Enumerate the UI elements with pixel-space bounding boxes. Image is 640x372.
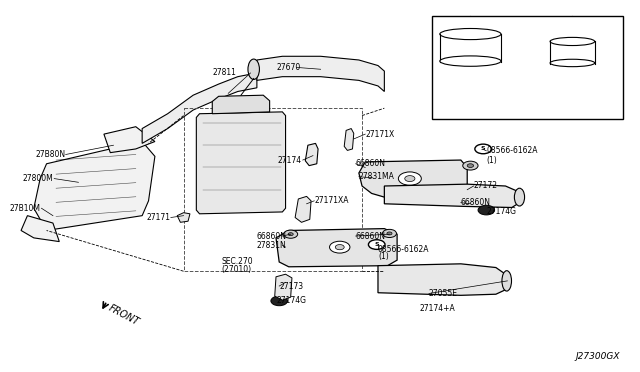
Circle shape xyxy=(398,172,421,185)
Text: 27831N: 27831N xyxy=(257,241,287,250)
Text: 27800M: 27800M xyxy=(22,174,53,183)
Text: 27172: 27172 xyxy=(474,182,497,190)
Text: FRONT: FRONT xyxy=(107,303,141,327)
Text: (1): (1) xyxy=(378,252,388,261)
Polygon shape xyxy=(276,229,397,267)
Polygon shape xyxy=(378,264,506,295)
Text: J27300GX: J27300GX xyxy=(576,352,620,361)
Text: 08566-6162A: 08566-6162A xyxy=(378,244,429,253)
Circle shape xyxy=(288,233,293,235)
Ellipse shape xyxy=(248,59,259,80)
Text: 27174G: 27174G xyxy=(486,208,516,217)
Text: (27010): (27010) xyxy=(222,265,252,274)
Text: 27055E: 27055E xyxy=(429,289,458,298)
Text: 27174+A: 27174+A xyxy=(419,304,455,313)
Bar xyxy=(440,34,501,62)
Text: 27B10M: 27B10M xyxy=(9,204,40,213)
Ellipse shape xyxy=(502,271,511,291)
Text: S: S xyxy=(481,147,486,151)
Polygon shape xyxy=(212,95,269,114)
Text: φ20: φ20 xyxy=(566,17,579,23)
Polygon shape xyxy=(142,73,257,143)
Polygon shape xyxy=(344,129,354,150)
Circle shape xyxy=(335,244,344,250)
Circle shape xyxy=(383,230,396,237)
Polygon shape xyxy=(385,184,520,208)
Text: 66860N: 66860N xyxy=(257,231,287,241)
Polygon shape xyxy=(359,160,467,197)
Circle shape xyxy=(404,176,415,182)
Polygon shape xyxy=(257,56,385,92)
Text: 66860N: 66860N xyxy=(356,231,386,241)
Polygon shape xyxy=(295,196,311,222)
Circle shape xyxy=(387,232,392,235)
Circle shape xyxy=(475,144,492,154)
Circle shape xyxy=(284,230,298,238)
Text: 27171: 27171 xyxy=(147,213,171,222)
Polygon shape xyxy=(177,213,190,222)
Bar xyxy=(550,41,595,64)
Text: 27171XA: 27171XA xyxy=(314,196,349,205)
Circle shape xyxy=(330,241,350,253)
Text: 27B80N: 27B80N xyxy=(36,150,66,159)
Circle shape xyxy=(478,205,495,215)
Text: 27174G: 27174G xyxy=(276,296,306,305)
Text: 66860N: 66860N xyxy=(356,159,386,168)
Polygon shape xyxy=(275,274,292,300)
Text: 08566-6162A: 08566-6162A xyxy=(486,146,538,155)
Polygon shape xyxy=(305,143,318,166)
Polygon shape xyxy=(21,216,60,241)
Ellipse shape xyxy=(515,188,525,206)
Circle shape xyxy=(369,240,385,249)
Text: 27055R: 27055R xyxy=(456,106,485,115)
Circle shape xyxy=(467,164,474,167)
Circle shape xyxy=(271,296,287,306)
Polygon shape xyxy=(196,112,285,214)
Text: 27174: 27174 xyxy=(277,155,301,164)
Text: 27055RA: 27055RA xyxy=(555,106,589,115)
Text: φ40: φ40 xyxy=(463,17,477,23)
Text: 27173: 27173 xyxy=(279,282,303,291)
Circle shape xyxy=(463,161,478,170)
Text: (1): (1) xyxy=(486,155,497,164)
Ellipse shape xyxy=(550,59,595,67)
Text: 66860N: 66860N xyxy=(461,198,491,207)
Polygon shape xyxy=(34,141,155,231)
Bar xyxy=(184,108,362,271)
Text: SEC.270: SEC.270 xyxy=(222,257,253,266)
Text: S: S xyxy=(374,242,379,247)
Text: 27831MA: 27831MA xyxy=(359,172,395,181)
Bar xyxy=(432,16,623,119)
Text: 27171X: 27171X xyxy=(365,129,394,139)
Ellipse shape xyxy=(440,56,501,66)
Ellipse shape xyxy=(550,37,595,45)
Text: 27811: 27811 xyxy=(212,68,236,77)
Ellipse shape xyxy=(440,29,501,39)
Text: 27670: 27670 xyxy=(276,63,300,72)
Polygon shape xyxy=(104,127,155,153)
